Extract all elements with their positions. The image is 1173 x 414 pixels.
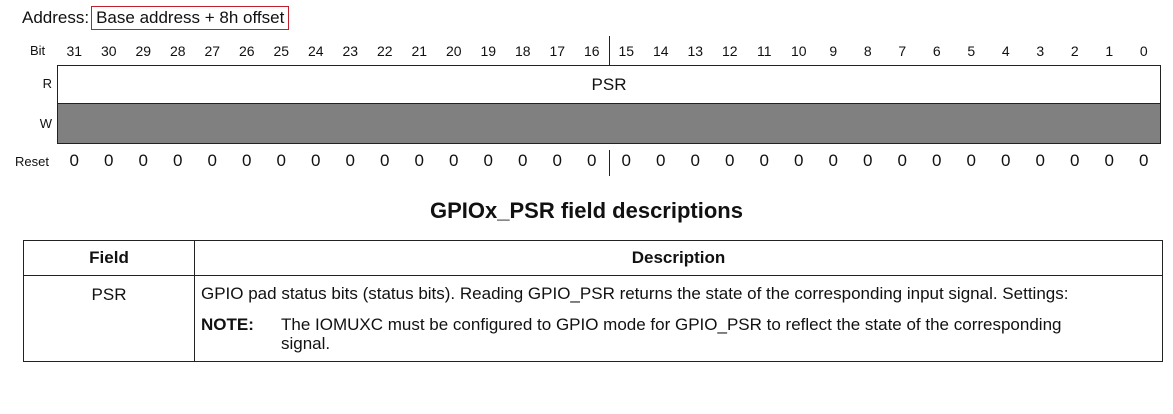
reset-value: 0 — [173, 151, 183, 170]
table-header-row: Field Description — [23, 240, 1163, 276]
write-row-label: W — [39, 116, 52, 131]
reset-caption: Reset — [15, 154, 49, 169]
register-write-row — [57, 104, 1161, 144]
reset-value: 0 — [1001, 151, 1011, 170]
bit-number: 22 — [376, 43, 393, 59]
bit-number: 10 — [790, 43, 807, 59]
reset-value: 0 — [69, 151, 79, 170]
bit-number: 6 — [932, 43, 941, 59]
reset-value: 0 — [518, 151, 528, 170]
description-cell: GPIO pad status bits (status bits). Read… — [194, 275, 1163, 362]
bit-number: 18 — [514, 43, 531, 59]
field-descriptions-table: Field Description PSR GPIO pad status bi… — [23, 240, 1163, 362]
reset-value: 0 — [414, 151, 424, 170]
bit-number: 26 — [238, 43, 255, 59]
reset-values-row: Reset 0 0 0 0 0 0 0 0 0 0 0 0 0 0 0 0 0 0 0 0 0 0 0 0 0 0 0 0 0 0 0 0 — [0, 150, 1173, 176]
bit-number: 9 — [829, 43, 838, 59]
reset-value: 0 — [656, 151, 666, 170]
address-offset-box: Base address + 8h offset — [91, 6, 290, 30]
bit-number: 25 — [273, 43, 290, 59]
reset-value: 0 — [725, 151, 735, 170]
bit-number: 29 — [135, 43, 152, 59]
bit-number: 19 — [480, 43, 497, 59]
description-text: GPIO pad status bits (status bits). Read… — [201, 284, 1069, 303]
reset-value: 0 — [1104, 151, 1114, 170]
bit-number: 16 — [583, 43, 600, 59]
reset-value: 0 — [828, 151, 838, 170]
reset-value: 0 — [449, 151, 459, 170]
bit-number: 27 — [204, 43, 221, 59]
register-read-row: PSR — [57, 65, 1161, 104]
bit-number: 11 — [756, 43, 772, 59]
bit-half-divider-top — [609, 36, 610, 65]
bit-number: 15 — [618, 43, 635, 59]
reset-value: 0 — [138, 151, 148, 170]
reset-value: 0 — [759, 151, 769, 170]
field-cell: PSR — [23, 275, 195, 362]
reset-value: 0 — [242, 151, 252, 170]
reset-value: 0 — [552, 151, 562, 170]
bit-number: 30 — [100, 43, 117, 59]
bit-caption: Bit — [30, 43, 46, 58]
reset-value: 0 — [1035, 151, 1045, 170]
bit-number: 13 — [687, 43, 704, 59]
reset-value: 0 — [380, 151, 390, 170]
reset-value: 0 — [345, 151, 355, 170]
reset-value: 0 — [621, 151, 631, 170]
reset-value: 0 — [690, 151, 700, 170]
bit-number: 31 — [66, 43, 83, 59]
bit-half-divider-reset — [609, 150, 610, 176]
bit-number: 28 — [169, 43, 186, 59]
bit-number: 4 — [1001, 43, 1010, 59]
note-block: NOTE: The IOMUXC must be configured to G… — [201, 315, 1156, 353]
reset-value: 0 — [276, 151, 286, 170]
note-label: NOTE: — [201, 315, 254, 334]
bit-numbers-row: Bit 31 30 29 28 27 26 25 24 23 22 21 20 19 18 17 16 15 14… — [0, 41, 1173, 61]
bit-number: 0 — [1139, 43, 1148, 59]
description-column-header: Description — [194, 240, 1163, 276]
bit-number: 20 — [445, 43, 462, 59]
read-row-label: R — [42, 76, 52, 91]
reset-value: 0 — [966, 151, 976, 170]
address-line: Address: Base address + 8h offset — [22, 6, 290, 30]
table-title: GPIOx_PSR field descriptions — [430, 198, 743, 223]
bit-number: 14 — [652, 43, 669, 59]
register-field-name: PSR — [591, 75, 627, 94]
reset-value: 0 — [1139, 151, 1149, 170]
bit-number: 5 — [967, 43, 976, 59]
reset-value: 0 — [483, 151, 493, 170]
bit-number: 17 — [549, 43, 566, 59]
bit-number: 23 — [342, 43, 359, 59]
bit-number: 21 — [411, 43, 428, 59]
table-row: PSR GPIO pad status bits (status bits). … — [23, 275, 1163, 362]
reset-value: 0 — [932, 151, 942, 170]
address-label: Address: — [22, 8, 90, 27]
reset-value: 0 — [897, 151, 907, 170]
bit-number: 1 — [1105, 43, 1114, 59]
reset-value: 0 — [207, 151, 217, 170]
reset-value: 0 — [311, 151, 321, 170]
reset-value: 0 — [104, 151, 114, 170]
bit-number: 3 — [1036, 43, 1045, 59]
field-column-header: Field — [23, 240, 195, 276]
reset-value: 0 — [794, 151, 804, 170]
reset-value: 0 — [587, 151, 597, 170]
reset-value: 0 — [863, 151, 873, 170]
bit-number: 7 — [898, 43, 907, 59]
reset-value: 0 — [1070, 151, 1080, 170]
bit-number: 8 — [863, 43, 872, 59]
bit-number: 12 — [721, 43, 738, 59]
bit-number: 2 — [1070, 43, 1079, 59]
bit-number: 24 — [307, 43, 324, 59]
note-text: The IOMUXC must be configured to GPIO mo… — [281, 315, 1062, 353]
